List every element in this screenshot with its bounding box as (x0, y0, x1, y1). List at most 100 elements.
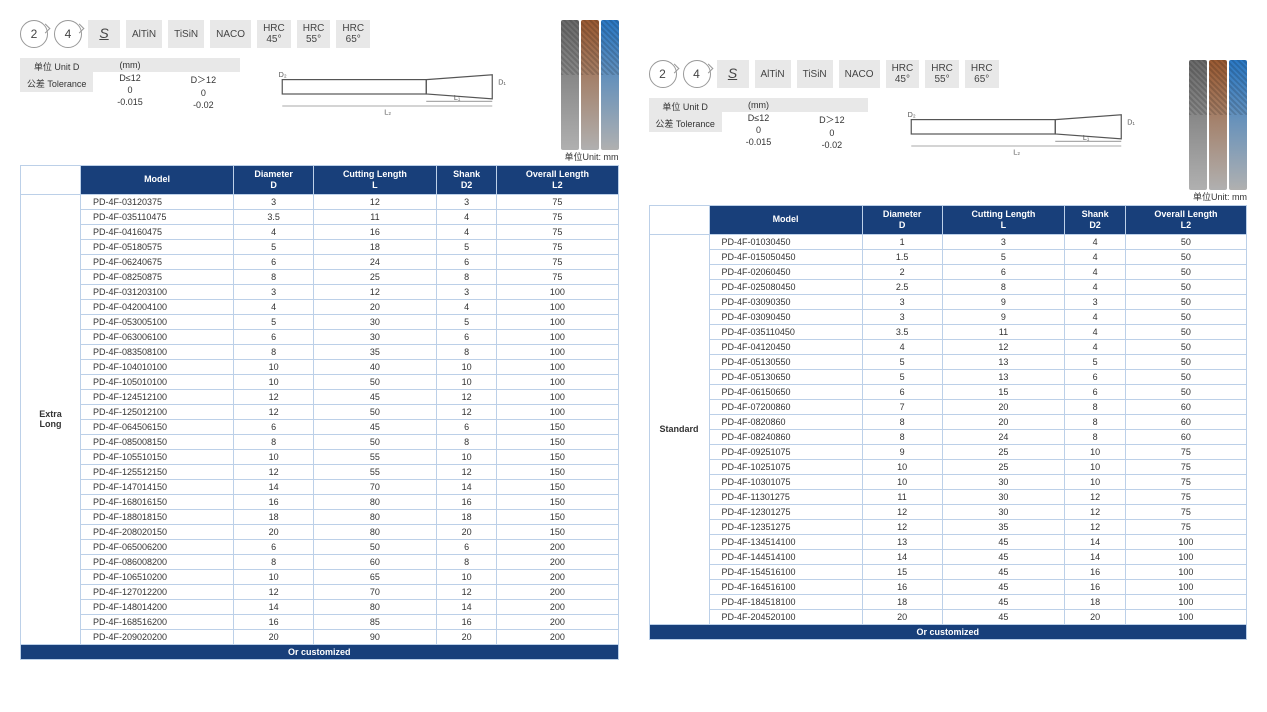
value-cell: 6 (234, 419, 314, 434)
coating-chip: AlTiN (126, 20, 162, 48)
value-cell: 200 (497, 539, 618, 554)
value-cell: 9 (942, 309, 1065, 324)
flute-4-chip: 4 (683, 60, 711, 88)
col-overall: Overall Length L2 (1125, 206, 1246, 235)
model-cell: PD-4F-0820860 (709, 414, 862, 429)
value-cell: 100 (1125, 549, 1246, 564)
value-cell: 12 (1065, 519, 1126, 534)
value-cell: 4 (436, 224, 497, 239)
coating-chip: TiSiN (797, 60, 833, 88)
value-cell: 8 (1065, 414, 1126, 429)
value-cell: 2 (862, 264, 942, 279)
tool-photos (1189, 60, 1247, 190)
value-cell: 4 (234, 299, 314, 314)
mm-label: (mm) (722, 98, 795, 112)
table-row: PD-4F-148014200148014200 (21, 599, 619, 614)
value-cell: 50 (314, 404, 437, 419)
value-cell: 50 (314, 434, 437, 449)
value-cell: 85 (314, 614, 437, 629)
value-cell: 150 (497, 509, 618, 524)
value-cell: 16 (1065, 579, 1126, 594)
value-cell: 6 (436, 419, 497, 434)
model-cell: PD-4F-085008150 (81, 434, 234, 449)
model-cell: PD-4F-12351275 (709, 519, 862, 534)
table-row: PD-4F-105010100105010100 (21, 374, 619, 389)
hrc-chip: HRC 45° (886, 60, 920, 88)
table-row: PD-4F-05180575518575 (21, 239, 619, 254)
value-cell: 8 (234, 344, 314, 359)
value-cell: 80 (314, 599, 437, 614)
value-cell: 8 (234, 554, 314, 569)
value-cell: 1 (862, 234, 942, 249)
value-cell: 6 (436, 539, 497, 554)
value-cell: 30 (314, 329, 437, 344)
value-cell: 18 (234, 509, 314, 524)
value-cell: 14 (234, 599, 314, 614)
value-cell: 6 (1065, 384, 1126, 399)
value-cell: 35 (942, 519, 1065, 534)
model-cell: PD-4F-09251075 (709, 444, 862, 459)
tool-photo (581, 20, 599, 150)
value-cell: 3.5 (862, 324, 942, 339)
value-cell: 16 (234, 614, 314, 629)
value-cell: 12 (234, 584, 314, 599)
value-cell: 10 (234, 374, 314, 389)
value-cell: 20 (436, 524, 497, 539)
value-cell: 20 (436, 629, 497, 644)
value-cell: 150 (497, 464, 618, 479)
tol-val: 0 (722, 124, 795, 136)
value-cell: 75 (1125, 444, 1246, 459)
table-row: PD-4F-164516100164516100 (649, 579, 1247, 594)
value-cell: 50 (1125, 249, 1246, 264)
model-cell: PD-4F-144514100 (709, 549, 862, 564)
unit-label: 单位 Unit D (20, 58, 93, 75)
tol-label: 公差 Tolerance (649, 115, 722, 132)
value-cell: 8 (436, 269, 497, 284)
value-cell: 45 (942, 594, 1065, 609)
table-row: PD-4F-168016150168016150 (21, 494, 619, 509)
value-cell: 16 (314, 224, 437, 239)
value-cell: 50 (1125, 369, 1246, 384)
tool-photo (601, 20, 619, 150)
table-row: PD-4F-1130127511301275 (649, 489, 1247, 504)
tool-photo (1209, 60, 1227, 190)
value-cell: 11 (862, 489, 942, 504)
value-cell: 100 (497, 359, 618, 374)
value-cell: 12 (1065, 489, 1126, 504)
tol-val: -0.02 (795, 139, 868, 151)
value-cell: 13 (942, 354, 1065, 369)
table-row: PD-4F-144514100144514100 (649, 549, 1247, 564)
value-cell: 10 (1065, 459, 1126, 474)
table-row: PD-4F-106510200106510200 (21, 569, 619, 584)
coating-chip: AlTiN (755, 60, 791, 88)
value-cell: 8 (436, 434, 497, 449)
coating-chip: NACO (839, 60, 880, 88)
value-cell: 12 (234, 389, 314, 404)
model-cell: PD-4F-031203100 (81, 284, 234, 299)
value-cell: 100 (497, 389, 618, 404)
value-cell: 12 (314, 284, 437, 299)
tool-photo (561, 20, 579, 150)
model-cell: PD-4F-053005100 (81, 314, 234, 329)
model-cell: PD-4F-06150650 (709, 384, 862, 399)
value-cell: 75 (497, 254, 618, 269)
value-cell: 20 (314, 299, 437, 314)
value-cell: 14 (234, 479, 314, 494)
value-cell: 20 (234, 524, 314, 539)
value-cell: 75 (1125, 504, 1246, 519)
table-row: PD-4F-04160475416475 (21, 224, 619, 239)
tol-range: D≤12 (722, 112, 795, 124)
table-row: PD-4F-0206045026450 (649, 264, 1247, 279)
tol-val: 0 (795, 127, 868, 139)
value-cell: 45 (942, 564, 1065, 579)
model-cell: PD-4F-07200860 (709, 399, 862, 414)
value-cell: 150 (497, 449, 618, 464)
value-cell: 80 (314, 494, 437, 509)
value-cell: 75 (1125, 459, 1246, 474)
value-cell: 4 (1065, 249, 1126, 264)
model-cell: PD-4F-184518100 (709, 594, 862, 609)
value-cell: 60 (1125, 399, 1246, 414)
spec-table-left: Model Diameter D Cutting Length L Shank … (20, 165, 619, 660)
model-cell: PD-4F-05130650 (709, 369, 862, 384)
value-cell: 75 (1125, 474, 1246, 489)
